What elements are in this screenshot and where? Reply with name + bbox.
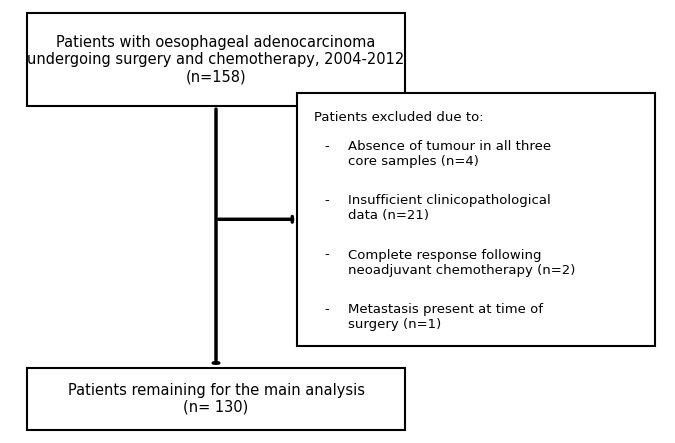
Text: Absence of tumour in all three
core samples (n=4): Absence of tumour in all three core samp… <box>348 140 551 167</box>
Text: -: - <box>324 140 329 152</box>
FancyBboxPatch shape <box>27 13 405 106</box>
FancyBboxPatch shape <box>297 93 655 346</box>
Text: -: - <box>324 249 329 261</box>
Text: -: - <box>324 194 329 207</box>
Text: Patients remaining for the main analysis
(n= 130): Patients remaining for the main analysis… <box>68 382 365 415</box>
FancyBboxPatch shape <box>27 368 405 430</box>
Text: -: - <box>324 303 329 316</box>
Text: Complete response following
neoadjuvant chemotherapy (n=2): Complete response following neoadjuvant … <box>348 249 575 276</box>
Text: Insufficient clinicopathological
data (n=21): Insufficient clinicopathological data (n… <box>348 194 550 222</box>
Text: Metastasis present at time of
surgery (n=1): Metastasis present at time of surgery (n… <box>348 303 543 331</box>
Text: Patients with oesophageal adenocarcinoma
undergoing surgery and chemotherapy, 20: Patients with oesophageal adenocarcinoma… <box>28 35 404 85</box>
Text: Patients excluded due to:: Patients excluded due to: <box>314 111 483 124</box>
